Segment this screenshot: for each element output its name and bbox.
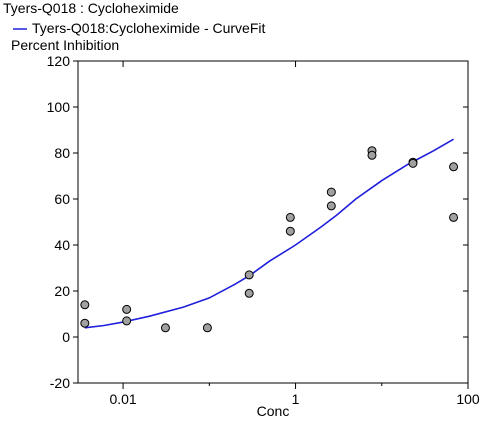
data-point	[285, 212, 295, 222]
y-tick-label: 100	[47, 99, 71, 115]
marks	[80, 138, 459, 333]
data-point	[449, 162, 459, 172]
data-point	[244, 288, 254, 298]
data-point	[122, 304, 132, 314]
y-tick-label: 80	[54, 145, 70, 161]
curve-fit-line	[84, 138, 455, 329]
data-point	[80, 318, 90, 328]
data-point	[244, 270, 254, 280]
y-tick-label: 20	[54, 283, 70, 299]
y-tick-label: 120	[47, 53, 71, 69]
x-tick-label: 1	[292, 391, 300, 407]
data-point	[326, 187, 336, 197]
x-tick-label: 0.01	[109, 391, 136, 407]
data-point	[285, 226, 295, 236]
x-axis-label: Conc	[257, 403, 290, 419]
x-tick-label: 100	[456, 391, 480, 407]
data-point	[80, 300, 90, 310]
data-point	[122, 316, 132, 326]
legend-label: Tyers-Q018:Cycloheximide - CurveFit	[32, 20, 266, 36]
plot-frame	[77, 60, 469, 384]
chart-title: Tyers-Q018 : Cycloheximide	[3, 0, 179, 16]
data-point	[202, 323, 212, 333]
axes: -20 0 20 40 60 80 100 120 0.01 1 100	[47, 53, 480, 407]
data-point	[449, 212, 459, 222]
y-axis-label: Percent Inhibition	[11, 37, 119, 53]
data-point	[160, 323, 170, 333]
y-tick-label: 0	[62, 329, 70, 345]
legend: Tyers-Q018:Cycloheximide - CurveFit	[13, 20, 266, 36]
data-point	[326, 201, 336, 211]
y-tick-label: -20	[50, 375, 70, 391]
data-point	[408, 158, 418, 168]
data-point	[367, 150, 377, 160]
y-tick-label: 40	[54, 237, 70, 253]
y-tick-label: 60	[54, 191, 70, 207]
